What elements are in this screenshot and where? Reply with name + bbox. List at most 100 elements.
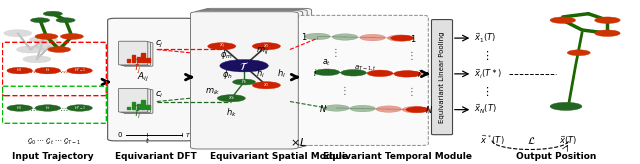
- Text: $x_j$: $x_j$: [219, 42, 225, 51]
- Text: $\vec{f}_i$: $\vec{f}_i$: [134, 104, 142, 122]
- Circle shape: [29, 36, 58, 43]
- Circle shape: [360, 34, 385, 41]
- Text: Output Position: Output Position: [516, 152, 596, 161]
- Text: Equivariant Temporal Module: Equivariant Temporal Module: [323, 152, 472, 161]
- Circle shape: [595, 17, 620, 23]
- FancyBboxPatch shape: [204, 8, 312, 146]
- Circle shape: [394, 71, 419, 77]
- Circle shape: [208, 43, 236, 50]
- Text: $x_k$: $x_k$: [228, 94, 235, 102]
- Circle shape: [350, 105, 376, 112]
- Circle shape: [314, 69, 340, 75]
- Bar: [147, 105, 150, 110]
- Circle shape: [332, 34, 358, 40]
- Circle shape: [340, 70, 366, 76]
- Text: $\vdots$: $\vdots$: [330, 46, 337, 59]
- Bar: [136, 57, 140, 62]
- Text: $a_{T-1,t}$: $a_{T-1,t}$: [354, 63, 377, 72]
- Circle shape: [324, 105, 349, 111]
- Text: $\cdots$: $\cdots$: [29, 103, 38, 113]
- Text: $h_i$: $h_i$: [255, 68, 264, 80]
- Circle shape: [220, 60, 268, 72]
- FancyBboxPatch shape: [124, 42, 153, 66]
- Circle shape: [35, 34, 58, 39]
- Circle shape: [406, 107, 429, 113]
- Text: $\vdots$: $\vdots$: [481, 85, 489, 98]
- Text: $h_k$: $h_k$: [226, 107, 237, 119]
- Text: $x_l$: $x_l$: [264, 81, 269, 89]
- Text: Equivariant Linear Pooling: Equivariant Linear Pooling: [439, 31, 445, 123]
- Text: $i$: $i$: [313, 67, 317, 78]
- Text: $0$: $0$: [117, 130, 123, 139]
- Circle shape: [23, 56, 51, 63]
- Circle shape: [67, 67, 92, 74]
- FancyBboxPatch shape: [298, 15, 428, 145]
- Text: $h_l$: $h_l$: [277, 68, 286, 80]
- Text: $1$: $1$: [301, 31, 308, 42]
- FancyBboxPatch shape: [191, 12, 298, 149]
- Text: Equivariant Spatial Module: Equivariant Spatial Module: [210, 152, 348, 161]
- Bar: [141, 100, 145, 110]
- Text: $h_0$: $h_0$: [17, 67, 23, 74]
- Text: $\mathcal{G}_0\ \cdots\ \mathcal{G}_t\ \cdots\ \mathcal{G}_{T-1}$: $\mathcal{G}_0\ \cdots\ \mathcal{G}_t\ \…: [27, 137, 81, 147]
- Circle shape: [35, 105, 60, 111]
- Text: $a_t$: $a_t$: [323, 57, 332, 68]
- Circle shape: [387, 35, 413, 41]
- Text: $h_i$: $h_i$: [241, 78, 247, 86]
- Text: $\mathcal{L}$: $\mathcal{L}$: [527, 135, 535, 146]
- Circle shape: [305, 33, 330, 40]
- Text: $A_{ij}$: $A_{ij}$: [137, 71, 149, 84]
- Circle shape: [31, 18, 50, 23]
- Circle shape: [252, 82, 280, 89]
- Text: Equivariant DFT: Equivariant DFT: [115, 152, 197, 161]
- Text: $\vec{x}_1(T)$: $\vec{x}_1(T)$: [474, 31, 496, 45]
- Text: $\vec{x}(T)$: $\vec{x}(T)$: [559, 134, 577, 147]
- Text: $t$: $t$: [145, 135, 150, 145]
- FancyBboxPatch shape: [431, 20, 452, 135]
- Text: $c_i$: $c_i$: [155, 90, 163, 100]
- Text: $h_t$: $h_t$: [45, 67, 51, 74]
- Text: $m_{ij}$: $m_{ij}$: [255, 46, 269, 57]
- Circle shape: [7, 67, 33, 74]
- Circle shape: [550, 102, 582, 111]
- Circle shape: [7, 105, 33, 111]
- Text: $N$: $N$: [319, 102, 327, 113]
- Bar: [132, 102, 135, 110]
- Text: $\vec{x}_N(T)$: $\vec{x}_N(T)$: [474, 103, 497, 116]
- Circle shape: [67, 105, 92, 111]
- Text: $\mathcal{T}$: $\mathcal{T}$: [239, 60, 249, 72]
- Text: $1$: $1$: [410, 33, 417, 44]
- Circle shape: [252, 43, 280, 50]
- Bar: [127, 107, 130, 110]
- Text: $\phi_m$: $\phi_m$: [220, 48, 232, 61]
- Text: $i$: $i$: [417, 68, 422, 79]
- Bar: [147, 58, 150, 62]
- Circle shape: [44, 11, 62, 16]
- Text: $\vec{x}_i(T^\ast)$: $\vec{x}_i(T^\ast)$: [474, 67, 502, 81]
- Text: Input Trajectory: Input Trajectory: [12, 152, 93, 161]
- Text: $\vdots$: $\vdots$: [406, 85, 413, 98]
- Text: $h_0$: $h_0$: [17, 104, 23, 112]
- Circle shape: [402, 106, 428, 113]
- Circle shape: [367, 70, 393, 77]
- Text: $\cdots$: $\cdots$: [29, 66, 38, 75]
- Circle shape: [60, 34, 83, 39]
- Text: $\phi_h$: $\phi_h$: [221, 68, 232, 81]
- Circle shape: [17, 46, 45, 53]
- Text: $\vec{f}_j$: $\vec{f}_j$: [134, 57, 142, 75]
- Circle shape: [218, 95, 245, 102]
- Circle shape: [376, 106, 401, 112]
- FancyBboxPatch shape: [121, 42, 150, 66]
- FancyBboxPatch shape: [195, 11, 303, 148]
- Text: $m_{ik}$: $m_{ik}$: [205, 86, 221, 97]
- Text: $T\!-\!1$: $T\!-\!1$: [186, 131, 200, 139]
- Text: $N$: $N$: [425, 104, 433, 115]
- Circle shape: [4, 30, 32, 37]
- Circle shape: [232, 79, 255, 85]
- FancyBboxPatch shape: [108, 18, 195, 141]
- Circle shape: [595, 30, 620, 36]
- Text: $\vec{x}^{\,*}(T)$: $\vec{x}^{\,*}(T)$: [481, 134, 505, 147]
- Text: $h_t$: $h_t$: [45, 104, 51, 112]
- Text: $\vdots$: $\vdots$: [406, 50, 413, 62]
- Text: $\vdots$: $\vdots$: [481, 50, 489, 62]
